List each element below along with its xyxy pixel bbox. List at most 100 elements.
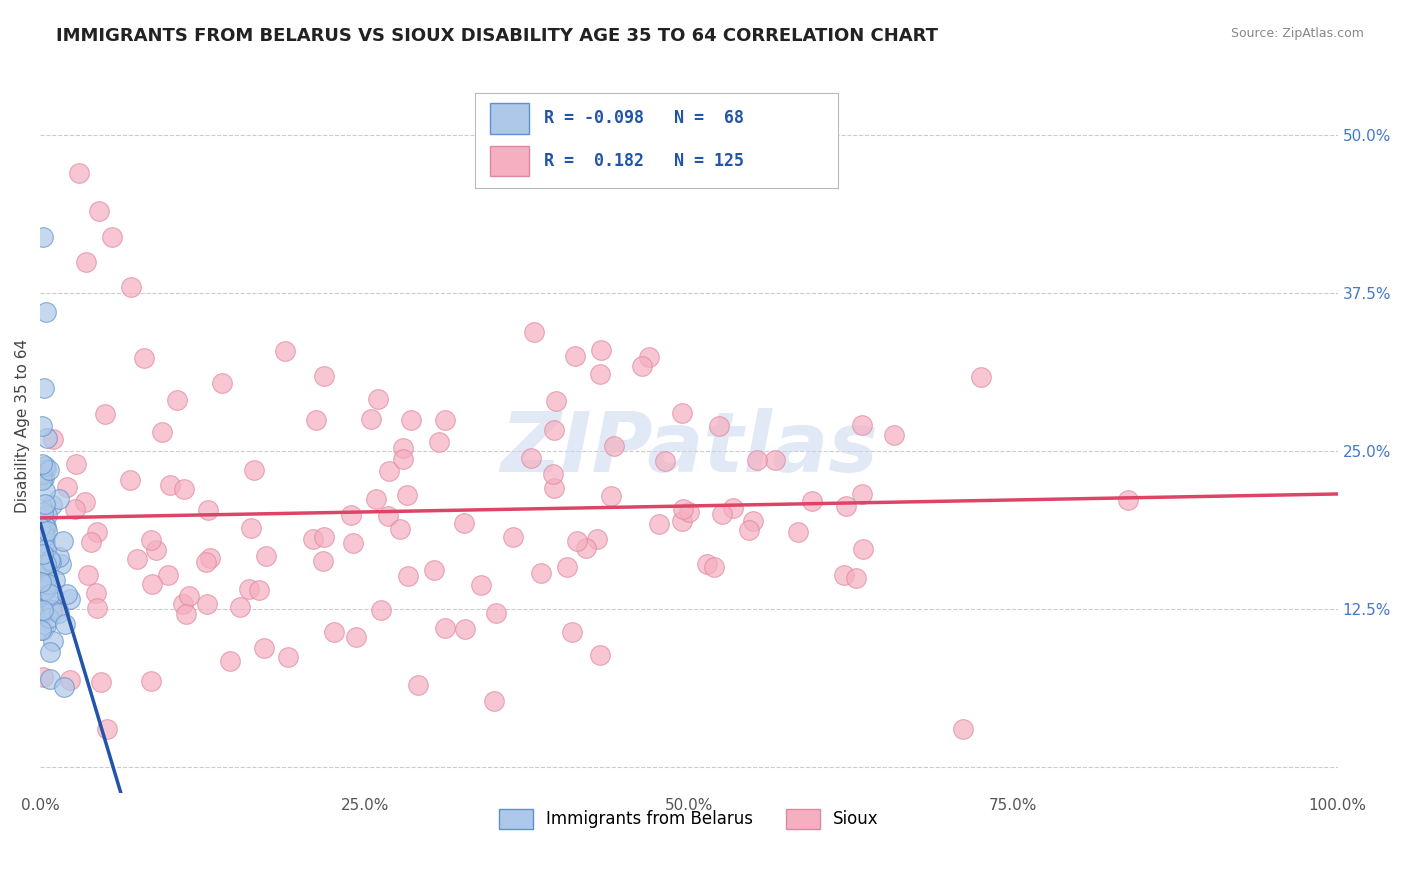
Point: [35, 462, 58, 476]
Point: [145, 542, 167, 557]
Point: [34, 529, 56, 543]
Point: [41, 498, 63, 512]
Point: [41, 603, 63, 617]
Point: [38, 587, 60, 601]
Point: [370, 603, 392, 617]
Point: [31, 547, 53, 561]
Point: [35, 580, 58, 594]
Text: Source: ZipAtlas.com: Source: ZipAtlas.com: [1230, 27, 1364, 40]
Point: [55, 587, 77, 601]
Point: [59, 592, 82, 607]
Point: [434, 621, 457, 635]
Point: [51, 558, 73, 572]
Point: [671, 406, 693, 420]
Point: [599, 489, 621, 503]
Point: [484, 606, 506, 620]
Point: [31, 419, 53, 434]
Point: [229, 599, 252, 614]
Point: [34, 459, 56, 474]
Point: [396, 569, 419, 583]
Point: [427, 435, 450, 450]
Point: [312, 530, 335, 544]
Point: [174, 607, 197, 621]
Point: [247, 582, 270, 597]
Point: [32, 549, 55, 563]
Point: [37, 577, 59, 591]
Point: [42, 633, 65, 648]
Point: [38, 463, 60, 477]
Point: [322, 624, 344, 639]
Point: [678, 505, 700, 519]
Point: [34, 519, 56, 533]
Point: [557, 559, 579, 574]
Point: [32, 582, 55, 597]
Point: [46, 601, 69, 615]
Point: [32, 557, 55, 571]
Point: [39, 552, 62, 566]
Point: [84, 586, 107, 600]
Point: [883, 427, 905, 442]
Point: [378, 464, 401, 478]
Point: [738, 524, 761, 538]
Point: [32, 534, 55, 549]
Point: [42, 432, 65, 446]
Point: [34, 569, 56, 583]
Point: [360, 412, 382, 426]
Point: [969, 370, 991, 384]
Point: [177, 589, 200, 603]
Point: [48, 549, 70, 564]
Point: [34, 578, 56, 592]
Point: [763, 453, 786, 467]
Point: [173, 482, 195, 496]
Point: [392, 451, 415, 466]
Point: [65, 457, 87, 471]
Point: [543, 481, 565, 495]
Point: [141, 577, 163, 591]
Point: [39, 598, 62, 612]
Point: [30, 519, 52, 533]
Point: [340, 508, 363, 522]
Point: [406, 678, 429, 692]
Point: [156, 567, 179, 582]
Point: [194, 555, 217, 569]
Point: [654, 454, 676, 468]
Point: [561, 624, 583, 639]
Point: [274, 344, 297, 359]
Point: [844, 571, 866, 585]
Point: [34, 305, 56, 319]
Point: [86, 524, 108, 539]
Point: [48, 491, 70, 506]
Point: [77, 568, 100, 582]
Point: [39, 645, 62, 659]
Text: ZIPatlas: ZIPatlas: [501, 408, 877, 489]
Point: [195, 597, 218, 611]
Point: [31, 516, 53, 531]
Point: [564, 349, 586, 363]
Point: [30, 558, 52, 572]
Point: [79, 535, 101, 549]
Point: [395, 488, 418, 502]
Point: [30, 603, 52, 617]
Point: [32, 505, 55, 519]
Point: [589, 648, 612, 662]
Point: [423, 563, 446, 577]
Point: [31, 623, 53, 637]
Y-axis label: Disability Age 35 to 64: Disability Age 35 to 64: [15, 339, 30, 513]
Point: [44, 573, 66, 587]
Point: [585, 532, 607, 546]
Point: [35, 618, 58, 632]
Point: [519, 450, 541, 465]
Point: [344, 630, 367, 644]
Point: [166, 393, 188, 408]
Point: [312, 369, 335, 384]
Point: [139, 533, 162, 548]
Point: [703, 560, 725, 574]
Point: [277, 649, 299, 664]
Point: [30, 623, 52, 637]
Point: [31, 468, 53, 483]
Point: [707, 418, 730, 433]
Point: [38, 579, 60, 593]
Point: [541, 467, 564, 482]
Point: [567, 533, 589, 548]
Point: [696, 557, 718, 571]
